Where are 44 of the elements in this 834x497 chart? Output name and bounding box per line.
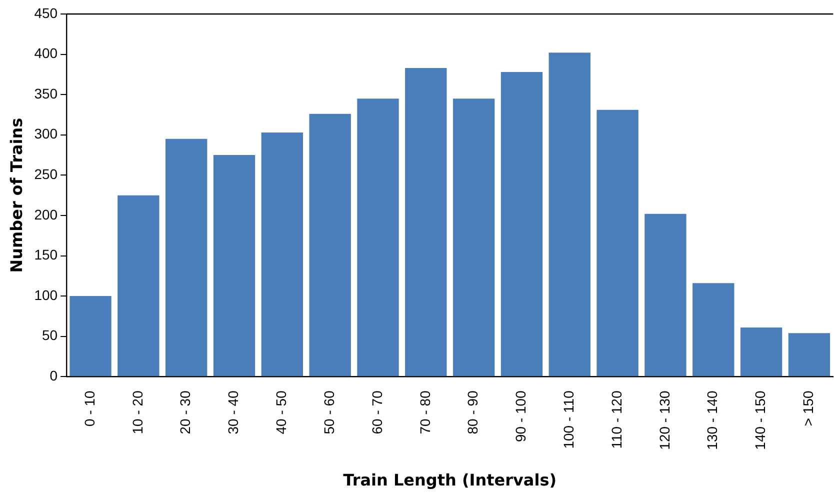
x-tick-label: 100 - 110 <box>560 390 576 449</box>
bar <box>452 98 495 376</box>
bar <box>70 296 112 376</box>
y-tick-label: 350 <box>34 85 58 102</box>
x-tick-label: 70 - 80 <box>416 390 433 434</box>
y-tick-label: 200 <box>34 206 58 222</box>
bar <box>500 72 543 376</box>
bar <box>692 283 734 376</box>
bar <box>261 132 304 376</box>
x-tick-label: 40 - 50 <box>273 390 290 434</box>
x-axis-title: Train Length (Intervals) <box>343 470 557 490</box>
x-tick-label: 50 - 60 <box>320 390 337 434</box>
x-tick-label: 80 - 90 <box>464 390 481 434</box>
bar <box>118 195 160 376</box>
bar <box>596 110 638 376</box>
x-tick-label: 90 - 100 <box>512 390 529 442</box>
x-tick-label: 140 - 150 <box>752 390 768 450</box>
y-tick-label: 0 <box>50 368 58 384</box>
x-tick-label: > 150 <box>800 390 816 426</box>
bar <box>357 98 399 376</box>
bar <box>166 138 208 376</box>
bar <box>213 155 256 376</box>
x-tick-label: 130 - 140 <box>704 390 720 450</box>
y-tick-label: 450 <box>34 4 58 21</box>
x-tick-label: 110 - 120 <box>608 390 624 449</box>
y-tick-label: 400 <box>34 45 58 62</box>
y-axis-title: Number of Trains <box>6 118 26 273</box>
bar <box>740 327 782 376</box>
y-tick-label: 50 <box>42 327 58 344</box>
x-tick-label: 120 - 130 <box>656 390 672 450</box>
x-tick-label: 0 - 10 <box>81 390 98 426</box>
x-tick-label: 10 - 20 <box>129 390 146 434</box>
x-tick-label: 20 - 30 <box>177 390 194 434</box>
x-tick-label: 30 - 40 <box>225 390 242 434</box>
bar <box>309 114 351 376</box>
bar <box>644 214 686 376</box>
x-tick-label: 60 - 70 <box>368 390 385 434</box>
y-tick-label: 100 <box>34 286 58 303</box>
bar <box>405 68 447 376</box>
bar <box>788 333 830 376</box>
y-tick-label: 150 <box>34 246 58 263</box>
bar <box>548 52 590 376</box>
y-tick-label: 300 <box>34 126 58 142</box>
y-tick-label: 250 <box>34 166 58 182</box>
